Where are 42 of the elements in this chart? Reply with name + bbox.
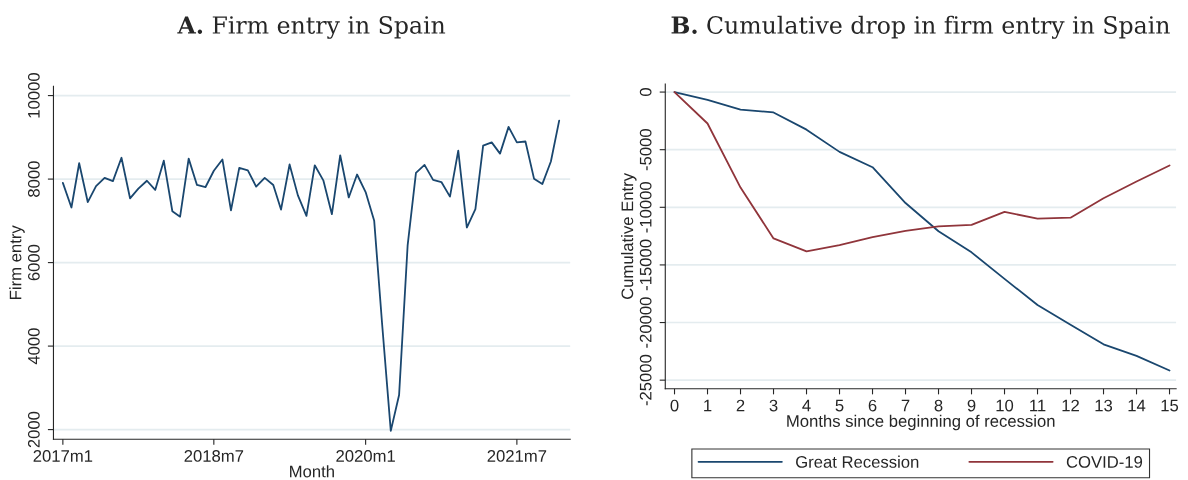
y-axis-title: Cumulative Entry <box>621 172 637 299</box>
y-tick-label: -25000 <box>639 354 652 406</box>
y-tick-label: -20000 <box>639 297 652 348</box>
x-tick-label: 0 <box>670 399 679 412</box>
line-series <box>673 91 1171 372</box>
line-series <box>61 119 561 432</box>
line-series <box>673 91 1171 253</box>
x-tick-label: 2017m1 <box>33 450 93 462</box>
x-tick-label: 4 <box>802 399 811 412</box>
y-tick-label: -5000 <box>639 129 652 171</box>
x-tick-label: 8 <box>934 399 943 412</box>
x-tick-label: 9 <box>967 399 976 412</box>
y-tick-label: 10000 <box>27 73 40 118</box>
y-tick-label: 8000 <box>27 161 40 197</box>
x-tick-label: 6 <box>868 399 877 412</box>
x-tick-label: 11 <box>1030 399 1046 412</box>
y-tick-label: 6000 <box>27 244 40 281</box>
y-tick-label: 2000 <box>27 411 40 448</box>
x-tick-label: 2021m7 <box>487 450 547 462</box>
x-tick-label: 2018m7 <box>184 450 244 462</box>
x-tick-label: 1 <box>704 399 712 412</box>
x-tick-label: 3 <box>769 399 778 412</box>
x-tick-label: 10 <box>996 399 1014 412</box>
x-tick-label: 14 <box>1128 399 1146 412</box>
x-tick-label: 2020m1 <box>336 450 395 462</box>
y-tick-label: 4000 <box>27 328 40 365</box>
x-tick-label: 7 <box>901 399 910 412</box>
chart-title: B. Cumulative drop in firm entry in Spain <box>671 15 1170 39</box>
chart-title: A. Firm entry in Spain <box>177 16 446 39</box>
legend-label: Great Recession <box>796 455 919 468</box>
x-tick-label: 2 <box>736 399 745 412</box>
legend-label: COVID-19 <box>1066 456 1143 468</box>
x-tick-label: 5 <box>835 399 844 412</box>
y-axis-title: Firm entry <box>9 225 25 299</box>
y-tick-label: -15000 <box>639 239 652 291</box>
x-axis-title: Month <box>290 465 334 478</box>
y-tick-label: -10000 <box>639 182 652 233</box>
x-axis-title: Months since beginning of recession <box>787 414 1055 431</box>
y-tick-label: 0 <box>639 88 652 97</box>
x-tick-label: 15 <box>1161 399 1179 412</box>
x-tick-label: 12 <box>1062 399 1079 412</box>
x-tick-label: 13 <box>1095 399 1113 412</box>
